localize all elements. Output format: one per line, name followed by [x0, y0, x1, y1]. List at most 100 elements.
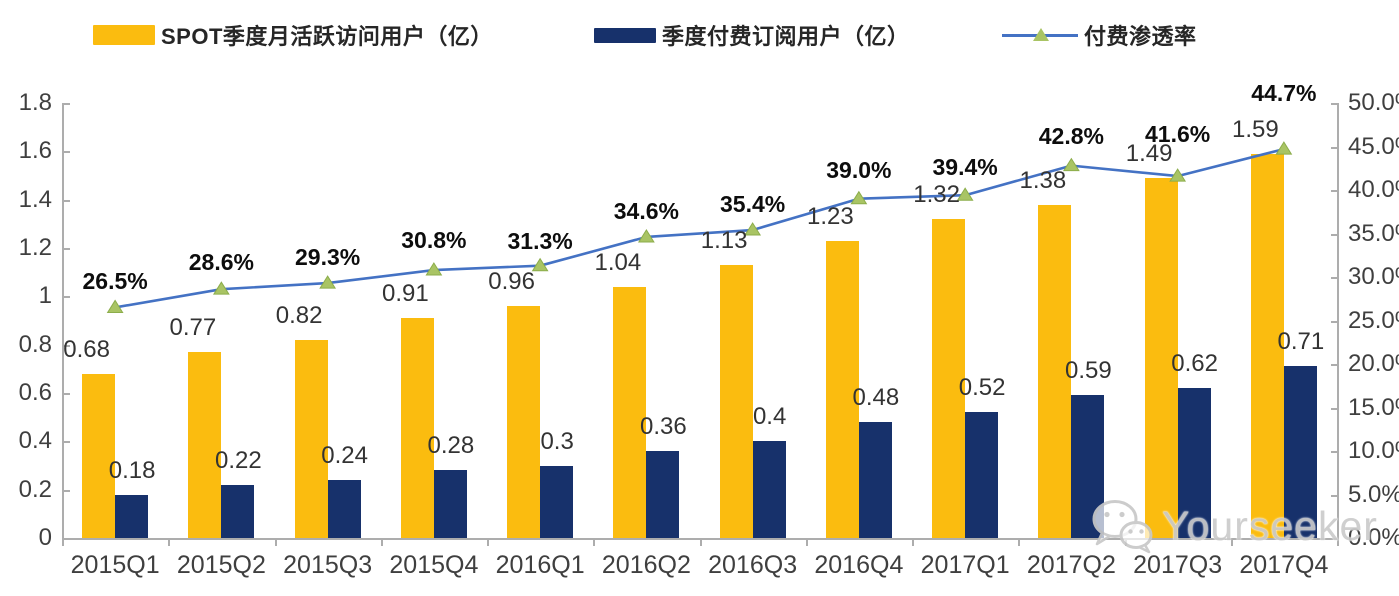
bar-label-mau: 1.32 — [913, 181, 960, 208]
triangle-marker-icon — [319, 275, 337, 289]
bar-label-mau: 1.38 — [1019, 166, 1067, 194]
x-axis-tick — [62, 538, 64, 546]
y-tick-label-left: 0.4 — [18, 427, 52, 455]
y-tick-label-right: 50.0% — [1348, 89, 1399, 116]
y-tick-label-left: 0.2 — [18, 475, 52, 503]
watermark: Yourseeker — [1090, 498, 1378, 554]
y-tick-label-right: 15.0% — [1348, 393, 1399, 421]
bar-label-mau: 1.59 — [1232, 115, 1279, 143]
right-axis-tick — [1331, 538, 1339, 540]
right-axis-tick — [1331, 277, 1339, 279]
x-tick-label: 2017Q3 — [1133, 551, 1223, 579]
bar-label-subscribers: 0.28 — [427, 432, 475, 460]
bar-label-subscribers: 0.4 — [752, 403, 787, 431]
penetration-label: 29.3% — [295, 244, 361, 271]
x-tick-label: 2017Q1 — [920, 551, 1010, 579]
x-tick-label: 2016Q3 — [708, 551, 798, 579]
penetration-label: 44.7% — [1251, 80, 1317, 107]
right-axis-tick — [1331, 190, 1339, 192]
subscribers-bar-swatch-icon — [594, 27, 656, 43]
y-tick-label-right: 10.0% — [1348, 437, 1399, 464]
legend-item-mau: SPOT季度月活跃访问用户（亿） — [93, 18, 493, 52]
bar-label-subscribers: 0.22 — [215, 446, 262, 474]
left-axis-tick — [62, 538, 70, 540]
x-axis-tick — [1018, 538, 1021, 546]
y-tick-label-left: 0.6 — [18, 379, 52, 406]
right-axis-tick — [1331, 494, 1339, 497]
right-axis-tick — [1331, 233, 1339, 236]
bar-label-mau: 0.68 — [63, 335, 110, 363]
bar-subscribers — [1283, 366, 1317, 538]
y-tick-label-left: 0 — [38, 524, 52, 551]
watermark-text: Yourseeker — [1162, 502, 1378, 549]
bar-label-subscribers: 0.24 — [321, 442, 368, 469]
bar-mau — [82, 373, 116, 538]
triangle-marker-icon — [212, 281, 230, 295]
bar-subscribers — [752, 441, 786, 538]
penetration-label: 28.6% — [188, 249, 254, 276]
x-axis-tick — [487, 538, 489, 546]
y-tick-label-left: 1.8 — [18, 89, 52, 116]
bar-label-subscribers: 0.3 — [540, 427, 574, 455]
x-axis-tick — [593, 538, 596, 546]
x-axis-tick — [912, 538, 914, 546]
x-tick-label: 2015Q2 — [176, 551, 266, 579]
y-tick-label-right: 5.0% — [1348, 480, 1399, 508]
x-tick-label: 2015Q3 — [283, 551, 373, 579]
bar-label-mau: 1.23 — [807, 202, 854, 230]
bar-subscribers — [540, 465, 574, 538]
triangle-marker-icon — [637, 229, 655, 243]
right-axis-tick — [1331, 146, 1339, 149]
right-axis-tick — [1331, 320, 1339, 323]
y-tick-label-right: 25.0% — [1348, 306, 1399, 334]
left-axis-tick — [62, 393, 70, 395]
penetration-label: 26.5% — [82, 268, 148, 295]
bar-subscribers — [327, 480, 361, 538]
bar-label-mau: 0.77 — [169, 313, 217, 341]
y-tick-label-left: 1 — [38, 282, 52, 310]
y-tick-label-right: 0.0% — [1348, 524, 1399, 551]
penetration-label: 34.6% — [613, 197, 679, 224]
triangle-marker-icon — [106, 299, 124, 313]
left-axis-tick — [62, 296, 70, 299]
penetration-label: 41.6% — [1145, 121, 1211, 148]
y-tick-label-left: 1.2 — [18, 234, 52, 261]
y-tick-label-left: 1.4 — [18, 185, 52, 213]
bar-label-subscribers: 0.71 — [1277, 328, 1325, 356]
left-axis-tick — [62, 151, 70, 154]
legend: SPOT季度月活跃访问用户（亿） 季度付费订阅用户（亿） 付费渗透率 — [0, 0, 1399, 60]
bar-subscribers — [221, 484, 255, 538]
x-axis-tick — [699, 538, 702, 546]
legend-label-penetration: 付费渗透率 — [1084, 24, 1197, 49]
x-axis-tick — [168, 538, 171, 546]
y-tick-label-left: 0.8 — [18, 330, 52, 358]
right-axis-tick — [1331, 364, 1339, 366]
bar-subscribers — [646, 451, 680, 538]
mau-bar-swatch-icon — [93, 25, 155, 45]
left-axis-tick — [62, 248, 70, 250]
x-axis-tick — [274, 538, 277, 546]
bar-label-mau: 0.96 — [488, 268, 535, 295]
y-tick-label-right: 40.0% — [1348, 176, 1399, 203]
y-tick-label-right: 30.0% — [1348, 263, 1399, 290]
wechat-icon — [1092, 500, 1153, 554]
x-tick-label: 2017Q4 — [1239, 551, 1329, 579]
penetration-label: 39.0% — [826, 156, 892, 183]
y-tick-label-right: 35.0% — [1348, 219, 1399, 247]
y-tick-label-right: 20.0% — [1348, 350, 1399, 377]
x-axis-tick — [1337, 538, 1339, 546]
x-axis-tick — [380, 538, 383, 546]
x-tick-label: 2015Q4 — [389, 551, 479, 579]
x-tick-label: 2016Q2 — [601, 551, 691, 579]
right-axis-tick — [1331, 451, 1339, 453]
left-axis-tick — [62, 441, 70, 444]
x-tick-label: 2017Q2 — [1026, 551, 1116, 579]
legend-item-subscribers: 季度付费订阅用户（亿） — [594, 18, 910, 52]
x-axis-tick — [1230, 538, 1233, 546]
x-axis-tick — [805, 538, 808, 546]
bar-subscribers — [858, 422, 892, 538]
penetration-label: 42.8% — [1038, 122, 1104, 149]
bar-mau — [400, 318, 434, 538]
penetration-label: 30.8% — [401, 227, 467, 254]
